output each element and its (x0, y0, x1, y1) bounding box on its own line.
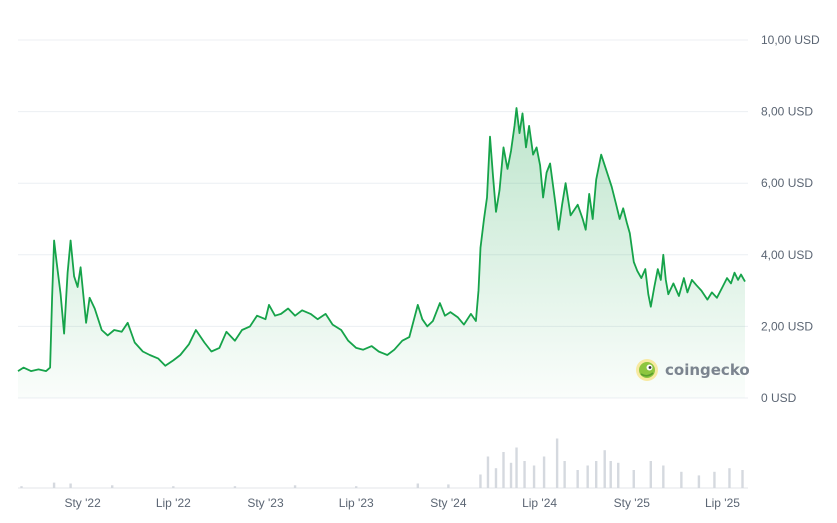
volume-bar (293, 485, 297, 488)
x-tick-label: Sty '23 (247, 496, 284, 510)
price-area (18, 108, 745, 398)
y-tick-label: 8,00 USD (761, 105, 813, 119)
volume-bar (662, 465, 665, 488)
volume-bar (494, 468, 498, 488)
volume-bar (479, 474, 482, 488)
volume-bar (515, 447, 518, 488)
volume-bar (632, 470, 635, 488)
volume-bar (416, 483, 420, 488)
volume-bar (563, 461, 566, 488)
volume-bar (728, 468, 731, 488)
y-tick-label: 0 USD (761, 391, 797, 405)
y-axis-ticks: 0 USD 2,00 USD 4,00 USD 6,00 USD 8,00 USD 10,… (761, 33, 820, 405)
volume-bar (447, 484, 450, 488)
volume-bar (680, 471, 683, 488)
price-area-fill (18, 108, 745, 398)
y-tick-label: 4,00 USD (761, 248, 813, 262)
price-line-group[interactable] (17, 107, 746, 372)
volume-bar (594, 461, 598, 488)
x-tick-label: Sty '24 (430, 496, 467, 510)
x-axis-ticks: Sty '22 Lip '22 Sty '23 Lip '23 Sty '24 Lip '… (64, 496, 740, 510)
volume-bar (110, 485, 114, 488)
volume-bar (576, 470, 579, 488)
grid-lines (18, 39, 748, 489)
x-tick-label: Lip '24 (522, 496, 557, 510)
volume-bar (586, 465, 589, 488)
x-tick-label: Lip '25 (705, 496, 740, 510)
volume-bar (649, 461, 653, 488)
volume-bar (354, 486, 358, 488)
x-tick-label: Lip '23 (339, 496, 374, 510)
price-line[interactable] (17, 107, 746, 372)
volume-bar (741, 470, 744, 488)
volume-bar (617, 462, 620, 488)
y-tick-label: 10,00 USD (761, 33, 820, 47)
volume-bar (609, 461, 612, 488)
volume-bar (713, 471, 716, 488)
volume-bar (523, 461, 526, 488)
volume-bar (233, 486, 237, 488)
volume-bar (555, 438, 559, 488)
x-tick-label: Sty '22 (64, 496, 101, 510)
volume-bar (603, 450, 606, 488)
volume-bar (69, 483, 72, 488)
volume-bar (509, 462, 513, 488)
volume-bar (172, 486, 175, 488)
volume-bar (542, 456, 546, 488)
gecko-logo-icon (636, 359, 658, 381)
watermark-text: coingecko (665, 361, 750, 379)
x-tick-label: Lip '22 (156, 496, 191, 510)
volume-bar (20, 486, 23, 488)
volume-bar (52, 482, 56, 488)
volume-bar (502, 452, 505, 488)
x-tick-label: Sty '25 (614, 496, 651, 510)
y-tick-label: 6,00 USD (761, 176, 813, 190)
volume-bars (20, 438, 744, 488)
y-tick-label: 2,00 USD (761, 319, 813, 333)
coingecko-watermark: coingecko (636, 359, 750, 381)
volume-bar (532, 465, 536, 488)
volume-bar (697, 475, 701, 488)
volume-bar (486, 456, 490, 488)
